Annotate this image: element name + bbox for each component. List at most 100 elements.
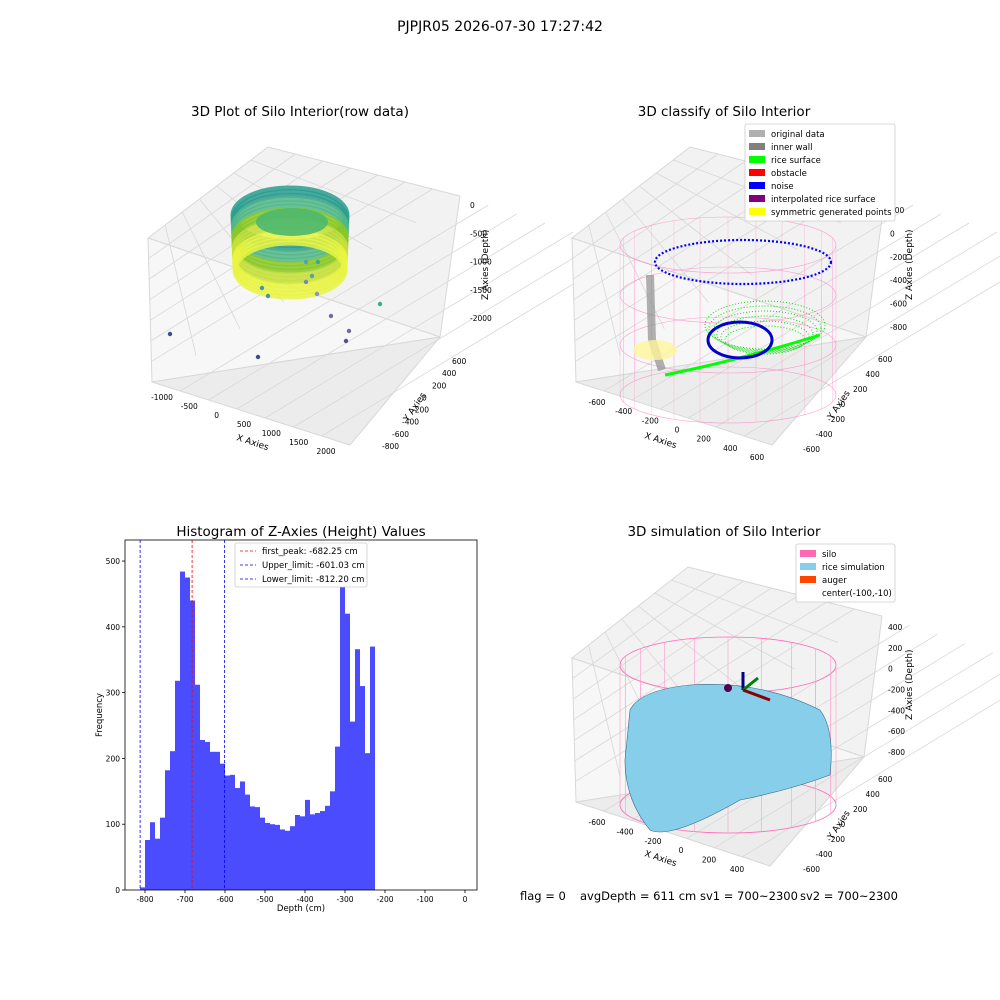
gridline xyxy=(572,580,744,700)
tick-label: 0 xyxy=(214,411,219,420)
auger-axis-y xyxy=(742,676,759,692)
histogram-bar xyxy=(280,829,285,890)
histogram-bar xyxy=(205,741,210,890)
tick-label: 1000 xyxy=(262,429,281,438)
tick-label: 500 xyxy=(237,420,252,429)
gridline xyxy=(164,224,197,356)
histogram-bar xyxy=(210,751,215,890)
histogram-ylabel: Frequency xyxy=(95,693,105,737)
histogram-bar xyxy=(305,799,310,890)
gridline xyxy=(743,281,1000,437)
histogram-bar xyxy=(295,815,300,890)
legend-swatch xyxy=(800,563,816,570)
histogram-bar xyxy=(310,814,315,890)
center-marker xyxy=(724,684,732,692)
histogram-bar xyxy=(340,555,345,890)
tick-label: -400 xyxy=(888,706,905,715)
legend-swatch xyxy=(749,208,765,215)
histogram-bar xyxy=(150,822,155,890)
histogram-bar xyxy=(235,788,240,890)
gridline xyxy=(574,594,800,741)
raw-zlabel: Z Axies (Depth) xyxy=(481,229,491,300)
tick-label: 0 xyxy=(841,400,846,409)
histogram-bar xyxy=(220,763,225,890)
histogram-bar xyxy=(315,813,320,890)
histogram-bar xyxy=(360,686,365,890)
tick-label: -600 xyxy=(588,818,605,827)
histogram-bar xyxy=(165,770,170,890)
tick-label: -400 xyxy=(816,430,833,439)
classify-zlabel: Z Axies (Depth) xyxy=(905,229,915,300)
histogram-bar xyxy=(195,684,200,890)
gridline xyxy=(236,222,546,410)
legend-label: center(-100,-10) xyxy=(822,589,892,599)
legend-label: interpolated rice surface xyxy=(771,195,876,205)
tick-label: 0 xyxy=(841,820,846,829)
y-tick-label: 0 xyxy=(115,886,120,895)
tick-label: -400 xyxy=(402,418,419,427)
rice-simulation-surface xyxy=(624,684,832,833)
gridline xyxy=(181,211,241,330)
histogram-bar xyxy=(260,817,265,890)
tick-label: -600 xyxy=(888,727,905,736)
gridline xyxy=(639,185,753,277)
tick-label: -1500 xyxy=(470,286,492,295)
gridline xyxy=(573,587,772,721)
scatter-point xyxy=(377,301,383,307)
legend-label: rice surface xyxy=(771,156,821,166)
histogram-bar xyxy=(250,806,255,890)
gridline xyxy=(656,172,797,250)
raw-plot-title: 3D Plot of Silo Interior(row data) xyxy=(191,104,409,120)
tick-label: 200 xyxy=(853,805,868,814)
gridline xyxy=(572,573,716,679)
raw-3d-plot: 3D Plot of Silo Interior(row data) -1000… xyxy=(146,104,630,456)
histogram-bar xyxy=(300,816,305,890)
tick-label: -400 xyxy=(615,407,632,416)
scatter-point xyxy=(315,259,321,265)
legend-frame xyxy=(744,123,896,222)
legend-label: Upper_limit: -601.03 cm xyxy=(262,561,365,571)
legend-swatch xyxy=(749,143,765,150)
tick-label: 400 xyxy=(442,369,457,378)
simulation-zlabel: Z Axies (Depth) xyxy=(905,649,915,720)
histogram-bar xyxy=(285,830,290,890)
tick-label: 200 xyxy=(853,385,868,394)
histogram-bar xyxy=(265,822,270,890)
histogram-bar xyxy=(365,753,370,890)
y-tick-label: 500 xyxy=(106,557,121,566)
tick-label: 1500 xyxy=(289,438,308,447)
legend-label: first_peak: -682.25 cm xyxy=(262,547,358,557)
tick-label: -600 xyxy=(803,445,820,454)
histogram-bar xyxy=(185,577,190,890)
tick-label: -200 xyxy=(412,406,429,415)
x-tick-label: -800 xyxy=(136,895,153,904)
x-tick-label: -400 xyxy=(296,895,313,904)
scatter-ring xyxy=(232,240,348,300)
histogram-xlabel: Depth (cm) xyxy=(277,904,325,914)
tick-label: 200 xyxy=(888,644,903,653)
scatter-point xyxy=(303,259,309,265)
rice-surface-points xyxy=(704,300,826,350)
gridline xyxy=(572,153,719,259)
gridline xyxy=(208,213,517,401)
tick-label: -600 xyxy=(803,865,820,874)
gridline xyxy=(686,652,994,839)
tick-label: 600 xyxy=(878,775,893,784)
histogram-bar xyxy=(140,887,145,890)
gridline xyxy=(180,204,489,392)
scatter-point xyxy=(265,293,271,299)
y-tick-label: 200 xyxy=(106,754,121,763)
histogram-bar xyxy=(325,805,330,890)
legend-swatch xyxy=(800,550,816,557)
histogram-bar xyxy=(355,649,360,890)
tick-label: -600 xyxy=(890,300,907,309)
tick-label: -800 xyxy=(888,748,905,757)
gridline xyxy=(588,224,621,356)
histogram-bar xyxy=(170,751,175,890)
x-tick-label: 0 xyxy=(463,895,468,904)
tick-label: -500 xyxy=(470,229,487,238)
tick-label: 200 xyxy=(890,206,905,215)
scatter-point xyxy=(328,313,334,319)
legend-swatch xyxy=(749,195,765,202)
